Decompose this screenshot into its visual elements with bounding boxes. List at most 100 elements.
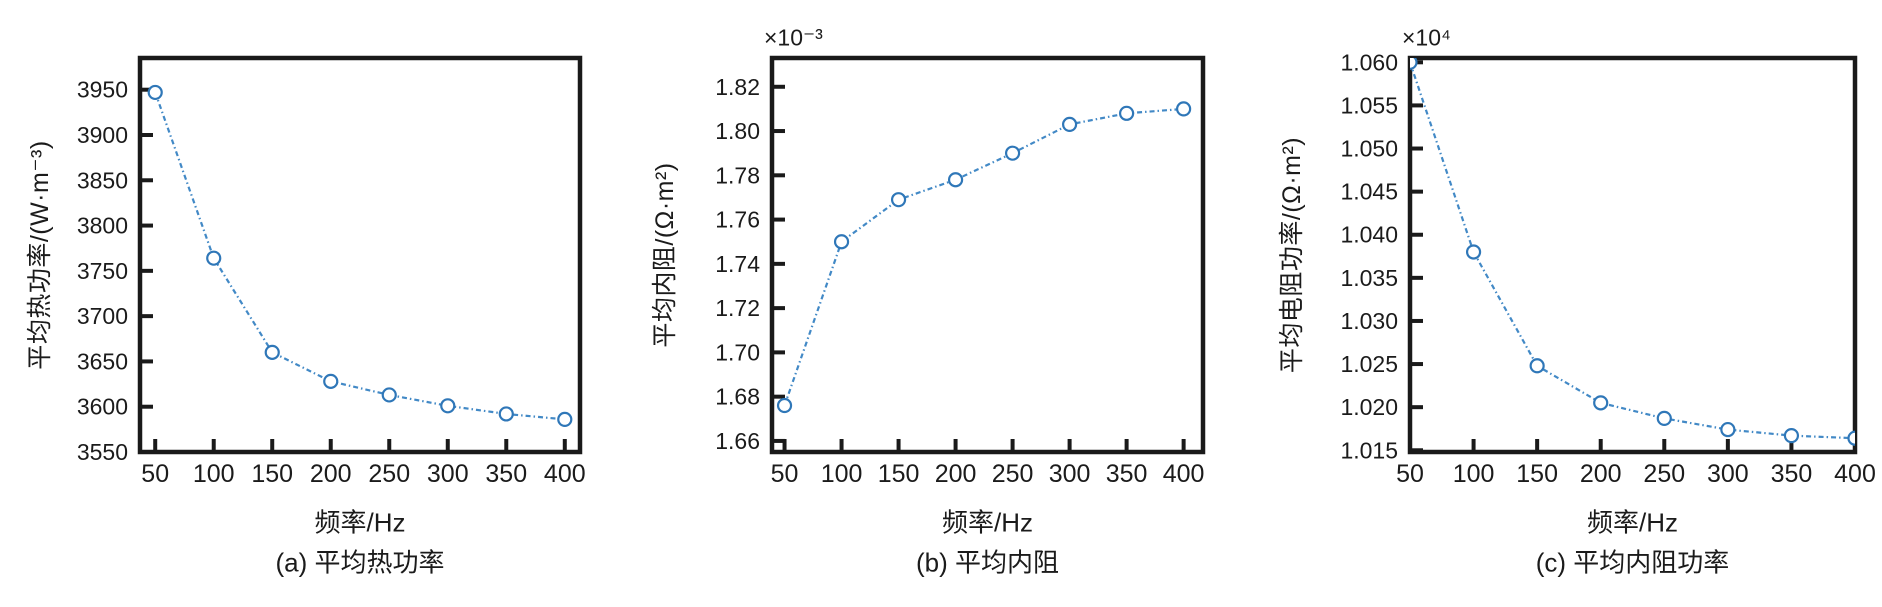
x-tick-label: 250 xyxy=(368,460,410,488)
x-axis-label-b: 频率/Hz xyxy=(941,507,1034,538)
x-tick-label: 150 xyxy=(251,460,293,488)
y-tick-label: 3800 xyxy=(77,213,128,239)
x-tick-label: 50 xyxy=(1396,460,1424,488)
data-point-marker xyxy=(440,398,456,414)
data-point-marker xyxy=(1410,58,1418,70)
y-tick-label: 1.035 xyxy=(1340,265,1398,291)
y-axis-label-b: 平均内阻/(Ω·m²) xyxy=(651,162,679,348)
y-tick-label: 3750 xyxy=(77,258,128,284)
data-point-marker xyxy=(833,234,850,250)
y-tick-label: 1.020 xyxy=(1340,394,1398,420)
y-tick-label: 3950 xyxy=(77,77,128,103)
y-tick-label: 1.050 xyxy=(1340,136,1398,162)
axes-box xyxy=(769,55,1206,455)
y-axis-label-a: 平均热功率/(W·m⁻³) xyxy=(26,140,54,370)
x-tick-label: 150 xyxy=(1516,460,1558,488)
data-point-marker xyxy=(1176,101,1192,117)
x-tick-label: 200 xyxy=(310,460,352,488)
chart-panel-b: 1.66 1.68 1.70 1.72 1.74 1.76 1.78 1.80 1.82 50 10… xyxy=(610,0,1242,607)
data-point-marker xyxy=(147,84,163,101)
y-tick-label: 3550 xyxy=(77,439,128,465)
y-tick-label: 1.76 xyxy=(715,207,760,233)
data-point-marker xyxy=(206,250,222,266)
data-series xyxy=(776,101,1192,414)
x-tick-label: 200 xyxy=(935,460,977,488)
x-tick-label: 150 xyxy=(878,460,920,488)
chart-panel-c: 1.015 1.020 1.025 1.030 1.035 1.040 1.045 1.050… xyxy=(1242,0,1882,607)
y-axis-exponent-c: ×10⁴ xyxy=(1402,24,1451,51)
x-tick-label: 300 xyxy=(1707,460,1749,488)
y-tick-label: 1.055 xyxy=(1340,92,1398,118)
data-point-marker xyxy=(381,387,397,403)
y-tick-label: 1.040 xyxy=(1340,222,1398,248)
data-point-marker xyxy=(1529,358,1545,374)
y-tick-label: 1.78 xyxy=(715,162,760,188)
x-tick-label: 50 xyxy=(141,460,169,488)
axes-box xyxy=(1407,55,1858,455)
y-tick-label: 1.045 xyxy=(1340,179,1398,205)
chart-canvas-c: 1.015 1.020 1.025 1.030 1.035 1.040 1.045 1.050… xyxy=(1340,49,1876,488)
y-tick-label: 1.030 xyxy=(1340,308,1398,334)
data-point-marker xyxy=(323,373,339,389)
x-tick-label: 200 xyxy=(1580,460,1622,488)
data-point-marker xyxy=(498,406,514,422)
data-line xyxy=(154,92,565,421)
x-tick-label: 400 xyxy=(544,460,586,488)
data-point-marker xyxy=(1656,410,1672,426)
y-tick-label: 1.80 xyxy=(715,118,760,144)
x-axis-label-a: 频率/Hz xyxy=(314,507,406,538)
x-tick-label: 250 xyxy=(992,460,1034,488)
x-tick-label: 100 xyxy=(193,460,235,488)
x-tick-label: 350 xyxy=(485,460,527,488)
y-tick-label: 3600 xyxy=(77,394,128,420)
axes-box xyxy=(137,55,583,455)
data-point-marker xyxy=(1720,421,1736,438)
y-tick-label: 1.015 xyxy=(1340,437,1398,463)
chart-caption-b: (b) 平均内阻 xyxy=(915,547,1060,578)
data-point-marker xyxy=(1119,105,1135,121)
x-tick-label: 300 xyxy=(1049,460,1091,488)
x-tick-label: 100 xyxy=(821,460,863,488)
x-tick-label: 250 xyxy=(1643,460,1685,488)
chart-canvas-b: 1.66 1.68 1.70 1.72 1.74 1.76 1.78 1.80 1.82 50 10… xyxy=(715,55,1206,488)
data-point-marker xyxy=(1004,145,1021,161)
chart-panel-a: 3550 3600 3650 3700 3750 3800 3850 3900 3950 50 10… xyxy=(0,0,610,607)
data-point-marker xyxy=(264,344,280,360)
y-tick-label: 1.060 xyxy=(1340,49,1398,75)
x-tick-label: 50 xyxy=(771,460,799,488)
x-tick-label: 400 xyxy=(1834,460,1876,488)
data-point-marker xyxy=(1847,430,1855,446)
data-line xyxy=(783,107,1184,406)
data-point-marker xyxy=(1593,395,1609,411)
data-line xyxy=(1410,61,1855,440)
y-tick-label: 1.66 xyxy=(715,428,760,454)
x-tick-label: 350 xyxy=(1771,460,1813,488)
y-tick-label: 1.68 xyxy=(715,384,760,410)
chart-caption-a: (a) 平均热功率 xyxy=(275,547,445,578)
data-point-marker xyxy=(1061,116,1078,133)
y-tick-label: 3700 xyxy=(77,303,128,329)
y-tick-label: 3850 xyxy=(77,167,128,193)
y-tick-label: 3900 xyxy=(77,122,128,148)
x-axis-label-c: 频率/Hz xyxy=(1586,507,1679,538)
y-tick-label: 1.70 xyxy=(715,339,760,365)
y-axis-label-c: 平均电阻功率/(Ω·m²) xyxy=(1278,136,1306,374)
y-axis-exponent-b: ×10⁻³ xyxy=(764,24,823,51)
chart-caption-c: (c) 平均内阻功率 xyxy=(1535,547,1730,578)
data-point-marker xyxy=(1783,428,1800,444)
y-tick-label: 1.82 xyxy=(715,74,760,100)
y-tick-label: 1.72 xyxy=(715,295,760,321)
chart-canvas-a: 3550 3600 3650 3700 3750 3800 3850 3900 3950 50 10… xyxy=(77,55,586,488)
y-tick-label: 1.74 xyxy=(715,251,760,277)
y-tick-label: 3650 xyxy=(77,348,128,374)
data-point-marker xyxy=(890,192,907,208)
x-tick-label: 100 xyxy=(1453,460,1495,488)
x-tick-label: 350 xyxy=(1106,460,1148,488)
y-tick-label: 1.025 xyxy=(1340,351,1398,377)
data-series xyxy=(1410,58,1855,446)
data-point-marker xyxy=(947,172,964,188)
data-point-marker xyxy=(776,397,793,414)
data-point-marker xyxy=(1465,244,1482,260)
data-series xyxy=(147,84,573,427)
